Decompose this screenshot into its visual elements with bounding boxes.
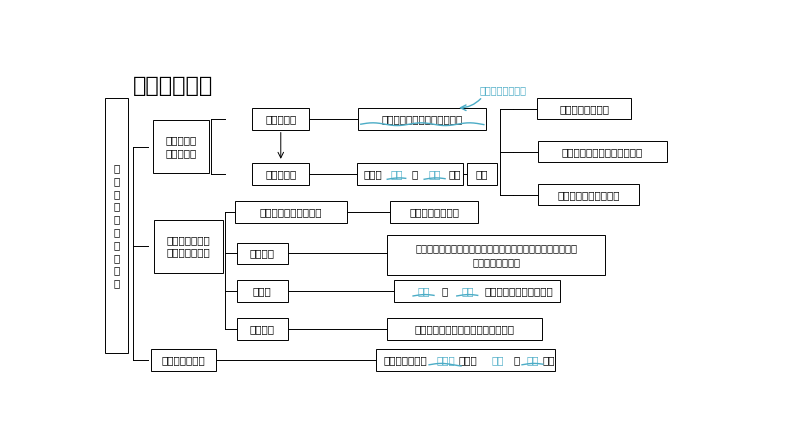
Text: 处于渔猎采集阶段: 处于渔猎采集阶段 xyxy=(480,85,526,96)
FancyBboxPatch shape xyxy=(391,201,478,223)
Text: 出现、: 出现、 xyxy=(458,355,477,365)
FancyBboxPatch shape xyxy=(538,141,667,162)
Text: 男女地位变化、: 男女地位变化、 xyxy=(384,355,427,365)
Text: 种植大麦和小麦等: 种植大麦和小麦等 xyxy=(409,207,459,217)
FancyBboxPatch shape xyxy=(538,98,631,119)
FancyBboxPatch shape xyxy=(105,98,128,353)
FancyBboxPatch shape xyxy=(237,318,287,340)
Text: 成为当地的主要粮食作物: 成为当地的主要粮食作物 xyxy=(484,286,553,296)
Text: 古代美洲: 古代美洲 xyxy=(250,324,275,334)
Text: 推动了科学技术的发展: 推动了科学技术的发展 xyxy=(557,190,619,200)
Text: 小麦: 小麦 xyxy=(461,286,474,296)
FancyBboxPatch shape xyxy=(376,349,554,371)
Text: 出现: 出现 xyxy=(449,169,461,179)
Text: 和: 和 xyxy=(411,169,418,179)
Text: 食物采集者: 食物采集者 xyxy=(265,114,296,124)
FancyBboxPatch shape xyxy=(235,201,347,223)
Text: 人类早期的
生产与生活: 人类早期的 生产与生活 xyxy=(165,135,197,158)
Text: 生产关系的变化: 生产关系的变化 xyxy=(162,355,206,365)
Text: 和: 和 xyxy=(442,286,448,296)
Text: 加速了人口的增长: 加速了人口的增长 xyxy=(559,104,609,114)
Text: 私有制: 私有制 xyxy=(437,355,455,365)
Text: 主要粮食作物是玉米、甘薯、马铃薯: 主要粮食作物是玉米、甘薯、马铃薯 xyxy=(414,324,515,334)
Text: 古代中国: 古代中国 xyxy=(250,248,275,258)
Text: 原始的: 原始的 xyxy=(364,169,383,179)
FancyBboxPatch shape xyxy=(237,243,287,264)
Text: 畜牧: 畜牧 xyxy=(429,169,441,179)
FancyBboxPatch shape xyxy=(237,280,287,302)
FancyBboxPatch shape xyxy=(152,120,210,173)
Text: 依靠自然界现成的动植物为生: 依靠自然界现成的动植物为生 xyxy=(382,114,463,124)
Text: 从
食
物
采
集
到
食
物
生
产: 从 食 物 采 集 到 食 物 生 产 xyxy=(114,163,120,288)
FancyBboxPatch shape xyxy=(387,235,605,275)
FancyBboxPatch shape xyxy=(357,164,463,185)
Text: 出现: 出现 xyxy=(542,355,555,365)
Text: 古希腊: 古希腊 xyxy=(253,286,272,296)
Text: 主要分为北方粟麦农业区和南方稻作农业区；逐渐形成精耕细
作的农业技术体系: 主要分为北方粟麦农业区和南方稻作农业区；逐渐形成精耕细 作的农业技术体系 xyxy=(415,243,577,267)
Text: 教材知识萃取: 教材知识萃取 xyxy=(133,76,214,96)
Text: 大麦: 大麦 xyxy=(418,286,430,296)
FancyBboxPatch shape xyxy=(538,184,639,206)
FancyBboxPatch shape xyxy=(394,280,560,302)
FancyBboxPatch shape xyxy=(358,108,486,130)
FancyBboxPatch shape xyxy=(151,349,217,371)
FancyBboxPatch shape xyxy=(387,318,542,340)
Text: 不同地区的食物
生产与社会生活: 不同地区的食物 生产与社会生活 xyxy=(167,235,210,257)
Text: 促进了生活和生产方式的变化: 促进了生活和生产方式的变化 xyxy=(562,147,643,157)
FancyBboxPatch shape xyxy=(252,108,309,130)
Text: 意义: 意义 xyxy=(476,169,488,179)
FancyBboxPatch shape xyxy=(467,164,497,185)
Text: 食物生产者: 食物生产者 xyxy=(265,169,296,179)
Text: 阶级: 阶级 xyxy=(491,355,503,365)
Text: 国家: 国家 xyxy=(526,355,538,365)
FancyBboxPatch shape xyxy=(252,164,309,185)
Text: 农耕: 农耕 xyxy=(390,169,403,179)
FancyBboxPatch shape xyxy=(154,220,223,273)
Text: 与: 与 xyxy=(514,355,519,365)
Text: 两河流域和尼罗河流域: 两河流域和尼罗河流域 xyxy=(260,207,322,217)
